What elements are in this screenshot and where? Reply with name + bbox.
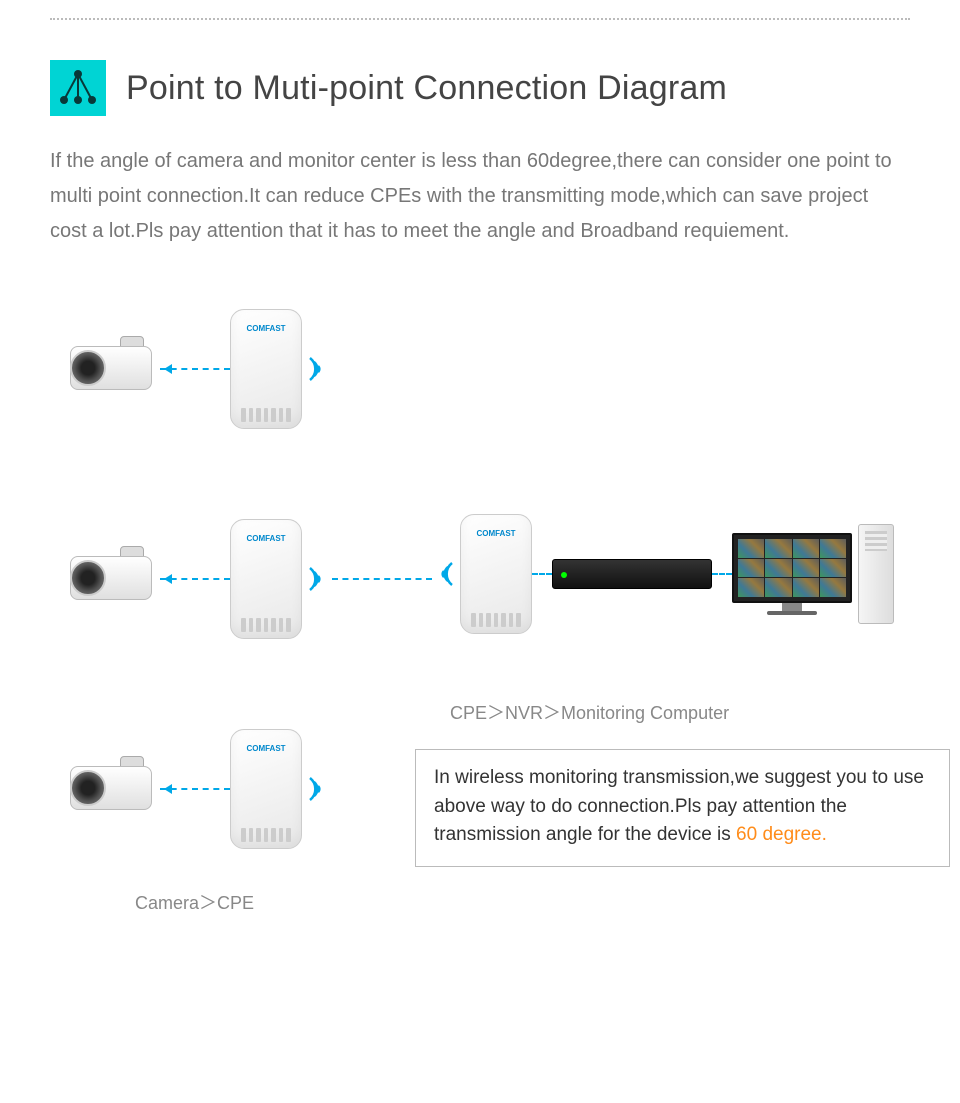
diagram-row: COMFAST	[40, 309, 332, 429]
monitor-icon	[732, 533, 852, 615]
wifi-right-icon	[302, 774, 332, 804]
cpe-receiver-icon: COMFAST	[460, 514, 532, 634]
receiver-chain: COMFAST	[430, 514, 894, 634]
dashed-link	[532, 573, 552, 575]
camera-cpe-caption: Camera＞CPE	[135, 889, 254, 915]
camera-icon	[40, 754, 160, 824]
diagram-row: COMFAST	[40, 519, 432, 639]
section-header: Point to Muti-point Connection Diagram	[0, 60, 960, 116]
dashed-link	[160, 578, 230, 580]
dashed-link	[160, 788, 230, 790]
wifi-right-icon	[302, 354, 332, 384]
section-title: Point to Muti-point Connection Diagram	[126, 69, 727, 108]
pc-tower-icon	[858, 524, 894, 624]
chain-caption: CPE＞NVR＞Monitoring Computer	[450, 699, 729, 725]
camera-icon	[40, 334, 160, 404]
connection-diagram: COMFAST COMFAST COMFAST	[0, 289, 960, 909]
cpe-brand-label: COMFAST	[461, 529, 531, 538]
note-text: In wireless monitoring transmission,we s…	[434, 767, 924, 845]
dotted-divider	[50, 18, 910, 20]
dashed-link	[332, 578, 432, 580]
dashed-link	[712, 573, 732, 575]
note-box: In wireless monitoring transmission,we s…	[415, 749, 950, 867]
dashed-link	[160, 368, 230, 370]
cpe-brand-label: COMFAST	[231, 324, 301, 333]
cpe-device-icon: COMFAST	[230, 519, 302, 639]
cpe-device-icon: COMFAST	[230, 309, 302, 429]
wifi-left-icon	[430, 559, 460, 589]
section-description: If the angle of camera and monitor cente…	[0, 144, 960, 249]
cpe-brand-label: COMFAST	[231, 744, 301, 753]
cpe-brand-label: COMFAST	[231, 534, 301, 543]
diagram-row: COMFAST	[40, 729, 332, 849]
note-highlight: 60 degree.	[736, 824, 827, 845]
wifi-right-icon	[302, 564, 332, 594]
nvr-icon	[552, 559, 712, 589]
camera-icon	[40, 544, 160, 614]
cpe-device-icon: COMFAST	[230, 729, 302, 849]
multipoint-icon	[50, 60, 106, 116]
